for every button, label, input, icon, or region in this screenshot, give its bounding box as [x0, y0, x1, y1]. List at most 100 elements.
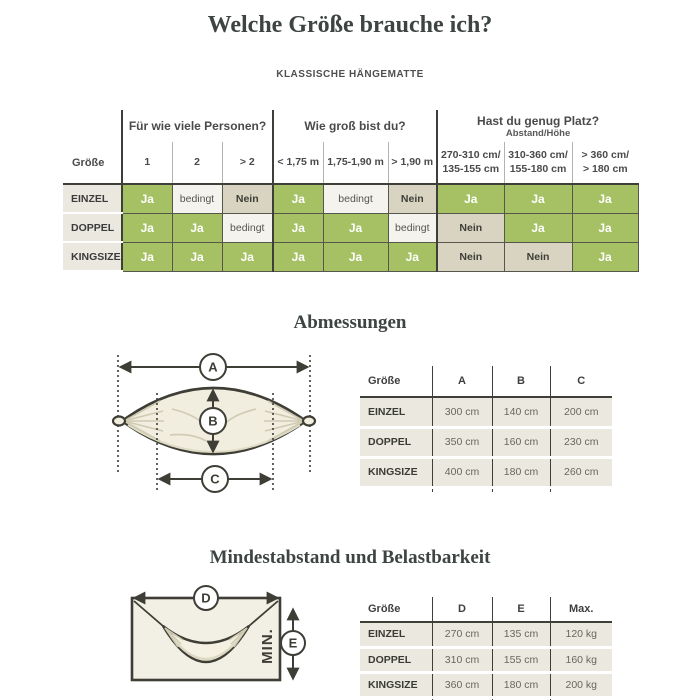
- load-row-label: DOPPEL: [360, 647, 432, 674]
- dimensions-header-0: Größe: [360, 366, 432, 398]
- size-cell-ja: Ja: [121, 241, 173, 272]
- row-label: KINGSIZE: [63, 242, 122, 272]
- dimensions-value-cell: 400 cm: [431, 457, 492, 489]
- dimensions-row-label: EINZEL: [360, 397, 432, 429]
- load-value-cell: 160 kg: [549, 647, 612, 674]
- size-cell-ja: Ja: [503, 212, 573, 243]
- badge-d: [193, 585, 219, 611]
- load-header-3: Max.: [549, 597, 612, 623]
- left-tip-ring: [111, 415, 127, 427]
- size-cell-ja: Ja: [171, 212, 223, 243]
- size-selection-table: Für wie viele Personen? Wie groß bist du?…: [63, 110, 639, 272]
- load-tail: [360, 697, 612, 700]
- abmessungen-heading: Abmessungen: [293, 312, 407, 333]
- size-cell-bedingt: bedingt: [387, 212, 438, 243]
- size-cell-nein: Nein: [221, 183, 274, 214]
- dimensions-tail-cell: [549, 487, 612, 492]
- right-fan-lines: [223, 400, 305, 442]
- load-row-label: KINGSIZE: [360, 672, 432, 699]
- load-tail-cell: [549, 697, 612, 700]
- load-row: KINGSIZE 360 cm 180 cm 200 kg: [360, 672, 612, 699]
- size-cell-nein: Nein: [436, 212, 505, 243]
- min-label: MIN.: [259, 628, 276, 664]
- row-label: DOPPEL: [63, 213, 122, 243]
- size-column-header: Größe: [63, 142, 122, 185]
- hammock-dimensions-diagram: A B C: [111, 353, 317, 493]
- dimensions-row: EINZEL 300 cm 140 cm 200 cm: [360, 397, 612, 429]
- size-cell-ja: Ja: [571, 212, 639, 243]
- load-row: EINZEL 270 cm 135 cm 120 kg: [360, 622, 612, 649]
- category-label: KLASSISCHE HÄNGEMATTE: [276, 69, 424, 80]
- size-cell-ja: Ja: [387, 241, 438, 272]
- dimensions-header-2: B: [491, 366, 550, 398]
- badge-e: [280, 630, 306, 656]
- size-cell-bedingt: bedingt: [171, 183, 223, 214]
- load-row-label: EINZEL: [360, 622, 432, 649]
- dimensions-value-cell: 300 cm: [431, 397, 492, 429]
- hammock-fan-lines: [164, 627, 248, 648]
- load-tail-cell: [431, 697, 492, 700]
- badge-c: [201, 465, 229, 493]
- hanging-hammock-body: [161, 625, 251, 664]
- column-header-1-2: > 1,90 m: [387, 142, 438, 185]
- size-cell-ja: Ja: [171, 241, 223, 272]
- column-header-2-1: 310-360 cm/ 155-180 cm: [503, 142, 573, 185]
- dim-d-label: D: [201, 591, 210, 606]
- page-title: Welche Größe brauche ich?: [207, 12, 493, 38]
- size-cell-bedingt: bedingt: [221, 212, 274, 243]
- table-row: KINGSIZE Ja Ja Ja Ja Ja Ja Nein Nein Ja: [63, 241, 639, 272]
- dimensions-value-cell: 140 cm: [491, 397, 550, 429]
- group-header-label: Hast du genug Platz?: [477, 113, 600, 128]
- size-cell-nein: Nein: [503, 241, 573, 272]
- column-header-1-0: < 1,75 m: [272, 142, 324, 185]
- load-header-0: Größe: [360, 597, 432, 623]
- dim-c-label: C: [210, 472, 220, 487]
- dimensions-value-cell: 180 cm: [491, 457, 550, 489]
- mindestabstand-heading: Mindestabstand und Belastbarkeit: [209, 547, 491, 568]
- right-tip-ring: [301, 415, 317, 427]
- column-header-2-0: 270-310 cm/ 135-155 cm: [436, 142, 505, 185]
- load-header-1: D: [431, 597, 492, 623]
- dimensions-row: KINGSIZE 400 cm 180 cm 260 cm: [360, 457, 612, 489]
- size-cell-nein: Nein: [436, 241, 505, 272]
- load-tail-cell: [491, 697, 550, 700]
- dim-e-label: E: [289, 636, 298, 651]
- load-value-cell: 135 cm: [491, 622, 550, 649]
- load-value-cell: 360 cm: [431, 672, 492, 699]
- dimensions-tail-cell: [491, 487, 550, 492]
- column-header-2-2: > 360 cm/ > 180 cm: [571, 142, 639, 185]
- dimensions-header-1: A: [431, 366, 492, 398]
- dimensions-row: DOPPEL 350 cm 160 cm 230 cm: [360, 427, 612, 459]
- right-rope: [248, 600, 279, 627]
- table-row: DOPPEL Ja Ja bedingt Ja Ja bedingt Nein Ja Ja: [63, 212, 639, 243]
- dimensions-tail-cell: [360, 487, 432, 492]
- load-row: DOPPEL 310 cm 155 cm 160 kg: [360, 647, 612, 674]
- badge-b: [199, 407, 227, 435]
- dim-b-label: B: [208, 414, 217, 429]
- hanging-hammock-shading: [170, 635, 242, 661]
- group-header-2: Hast du genug Platz? Abstand/Höhe: [436, 110, 639, 142]
- group-header-sublabel: Abstand/Höhe: [505, 127, 571, 139]
- column-header-1-1: 1,75-1,90 m: [322, 142, 389, 185]
- size-cell-ja: Ja: [272, 241, 324, 272]
- left-rope: [133, 600, 164, 627]
- column-header-0-0: 1: [121, 142, 172, 185]
- size-cell-ja: Ja: [121, 212, 173, 243]
- load-value-cell: 200 kg: [549, 672, 612, 699]
- room-box: [130, 596, 282, 682]
- size-cell-ja: Ja: [121, 183, 173, 214]
- dim-a-label: A: [208, 360, 218, 375]
- dimensions-value-cell: 260 cm: [549, 457, 612, 489]
- load-value-cell: 270 cm: [431, 622, 492, 649]
- load-header-2: E: [491, 597, 550, 623]
- dimensions-row-label: KINGSIZE: [360, 457, 432, 489]
- size-cell-ja: Ja: [571, 183, 639, 214]
- dimensions-table: Größe A B C EINZEL 300 cm 140 cm 200 cm DOPPEL 35…: [360, 366, 612, 492]
- size-cell-ja: Ja: [221, 241, 274, 272]
- group-header-label: Für wie viele Personen?: [128, 119, 267, 133]
- size-cell-ja: Ja: [272, 212, 324, 243]
- dimensions-value-cell: 350 cm: [431, 427, 492, 459]
- hammock-hanging-diagram: MIN. D E: [130, 585, 306, 682]
- column-header-0-2: > 2: [221, 142, 274, 185]
